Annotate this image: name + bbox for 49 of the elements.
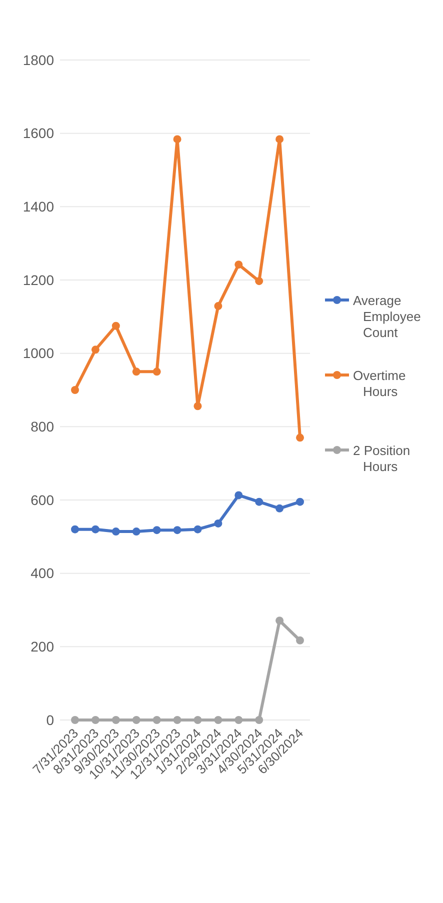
point (112, 716, 120, 724)
point (91, 525, 100, 534)
point (214, 716, 222, 724)
point (234, 491, 243, 500)
y-tick-label: 1200 (22, 272, 54, 288)
point (296, 498, 304, 506)
point (173, 716, 182, 724)
y-tick-label: 1800 (22, 52, 54, 68)
y-tick-label: 200 (30, 638, 54, 655)
point (91, 346, 100, 354)
y-tick-label: 1600 (22, 125, 54, 142)
point (194, 525, 202, 534)
point (91, 716, 100, 724)
point (255, 498, 264, 506)
point (234, 260, 243, 269)
point (71, 716, 79, 724)
legend-label: 2 Position Hours (353, 443, 410, 474)
y-tick-label: 600 (30, 492, 54, 508)
y-tick-label: 0 (46, 712, 54, 728)
point (255, 277, 264, 286)
point (255, 716, 264, 724)
point (214, 519, 222, 528)
legend-label: Overtime Hours (353, 368, 406, 399)
point (112, 528, 120, 536)
point (296, 636, 304, 644)
y-tick-label: 800 (30, 418, 54, 435)
point (71, 525, 79, 534)
point (276, 616, 284, 625)
y-tick-label: 1400 (22, 198, 54, 215)
point (276, 135, 284, 144)
point (214, 302, 222, 310)
point (194, 402, 202, 410)
point (173, 135, 182, 144)
point (152, 368, 161, 376)
point (152, 526, 161, 534)
point (276, 504, 284, 512)
point (132, 528, 140, 536)
y-tick-label: 400 (30, 565, 54, 582)
point (71, 386, 79, 394)
point (132, 716, 140, 724)
legend-label: Average Employee Count (353, 293, 421, 340)
point (296, 434, 304, 442)
point (132, 368, 140, 376)
point (194, 716, 202, 724)
point (173, 526, 182, 534)
y-tick-label: 1000 (22, 345, 54, 362)
point (234, 716, 243, 724)
point (152, 716, 161, 724)
point (112, 322, 120, 330)
